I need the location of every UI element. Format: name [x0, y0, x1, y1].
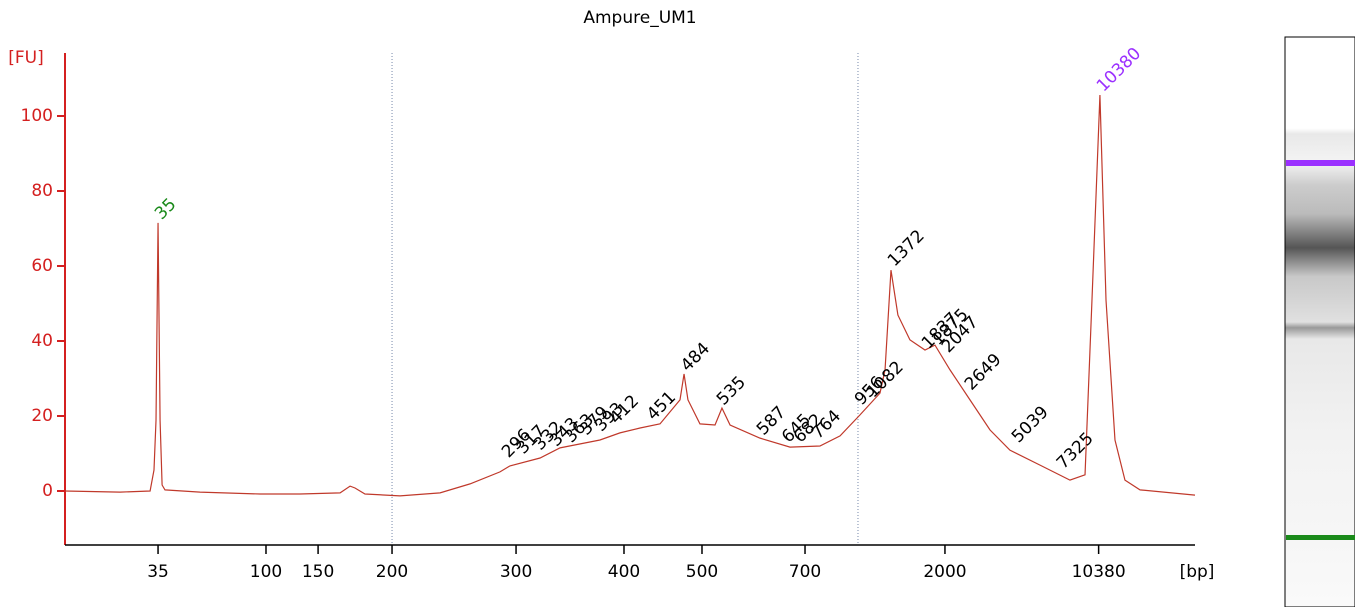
trace	[64, 94, 1196, 497]
x-tick-label: 100	[250, 562, 282, 582]
x-tick-label: 35	[147, 562, 169, 582]
y-axis-label: [FU]	[8, 48, 44, 68]
peak-label: 7325	[1053, 429, 1098, 474]
x-tick-label: 200	[376, 562, 408, 582]
y-tick-label: 20	[31, 406, 53, 426]
y-tick-label: 60	[31, 256, 53, 276]
y-tick-label: 0	[42, 481, 53, 501]
x-tick-label: 2000	[923, 562, 966, 582]
peak-label: 484	[677, 339, 714, 376]
x-tick-label: 10380	[1072, 562, 1126, 582]
x-tick-label: 500	[686, 562, 718, 582]
peak-label: 2649	[961, 350, 1006, 395]
gel-lower-marker	[1286, 535, 1355, 540]
y-tick-label: 80	[31, 181, 53, 201]
peak-label: 535	[713, 372, 750, 409]
x-tick-label: 700	[789, 562, 821, 582]
peak-label: 35	[151, 195, 180, 224]
gel-lane	[1284, 36, 1355, 608]
gel-upper-marker	[1286, 160, 1355, 166]
x-tick-label: 300	[500, 562, 532, 582]
peak-label: 5039	[1008, 402, 1053, 447]
y-tick-label: 100	[21, 106, 53, 126]
y-tick-label: 40	[31, 331, 53, 351]
peak-label: 1372	[884, 226, 929, 271]
x-axis-label: [bp]	[1180, 562, 1215, 582]
x-tick-label: 150	[302, 562, 334, 582]
peak-label: 451	[643, 387, 680, 424]
chart-title: Ampure_UM1	[583, 8, 696, 28]
peak-label: 10380	[1093, 44, 1145, 96]
x-tick-label: 400	[608, 562, 640, 582]
